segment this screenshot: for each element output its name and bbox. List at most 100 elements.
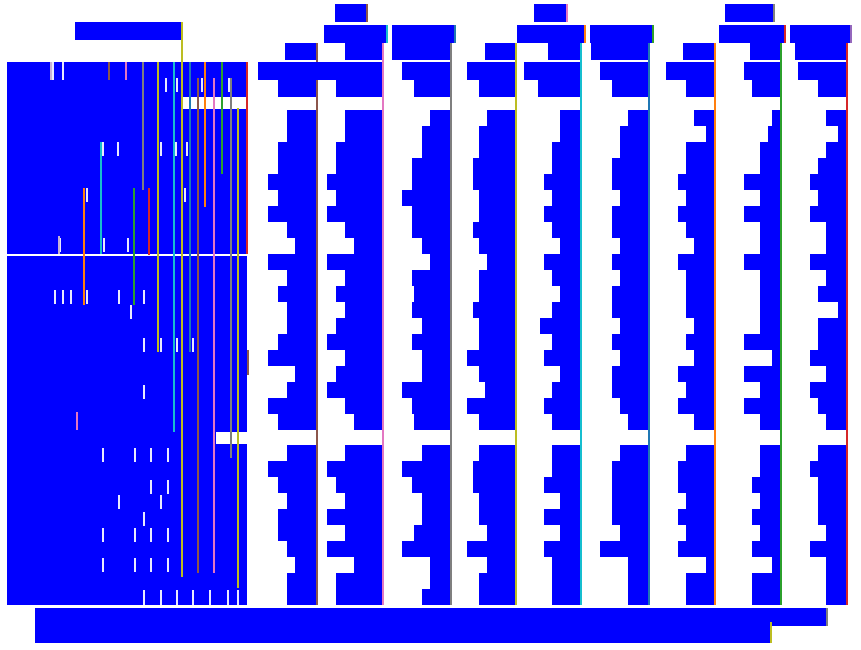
bar xyxy=(612,222,648,238)
bar xyxy=(336,286,382,302)
white-tick xyxy=(117,142,119,156)
bar xyxy=(826,573,846,589)
bar xyxy=(485,382,515,398)
bar xyxy=(430,110,450,126)
bar xyxy=(560,238,580,254)
bar xyxy=(327,334,382,350)
bar xyxy=(810,254,846,270)
white-tick xyxy=(160,590,162,605)
white-tick xyxy=(143,338,145,352)
bar xyxy=(744,334,780,350)
header-bar xyxy=(324,25,386,43)
bar xyxy=(345,270,382,286)
bar xyxy=(268,350,316,366)
bar xyxy=(473,461,515,477)
panel-line xyxy=(382,43,384,605)
group-header-bar xyxy=(335,4,366,22)
bar xyxy=(316,62,382,80)
bar xyxy=(487,525,515,541)
white-tick xyxy=(54,290,56,304)
bar xyxy=(479,126,515,142)
bar xyxy=(336,573,382,589)
white-tick xyxy=(102,528,104,542)
bar xyxy=(479,334,515,350)
bar xyxy=(422,238,450,254)
header-bar xyxy=(683,43,714,60)
bar xyxy=(278,414,316,430)
series-line xyxy=(100,142,102,254)
bar xyxy=(686,589,714,605)
bar xyxy=(612,286,648,302)
header-line xyxy=(386,25,388,43)
series-line xyxy=(83,188,85,305)
series-line xyxy=(173,62,175,432)
bar xyxy=(666,62,714,80)
bar xyxy=(479,190,515,206)
separator xyxy=(7,254,247,256)
bar xyxy=(345,126,382,142)
bar xyxy=(268,174,316,190)
series-line xyxy=(213,78,215,573)
white-tick xyxy=(62,62,64,80)
bar xyxy=(336,158,382,174)
bar xyxy=(798,62,846,80)
white-tick xyxy=(102,142,104,156)
bar xyxy=(422,445,450,461)
bar xyxy=(479,589,515,605)
bar xyxy=(278,80,316,97)
panel-line xyxy=(648,43,650,605)
bar xyxy=(620,126,648,142)
white-tick xyxy=(143,590,145,605)
bar xyxy=(287,270,316,286)
bar xyxy=(336,80,382,97)
bar xyxy=(268,461,316,477)
bar xyxy=(354,414,382,430)
bar xyxy=(287,493,316,509)
series-line xyxy=(142,62,144,190)
bar xyxy=(336,318,382,334)
bar xyxy=(422,493,450,509)
bar xyxy=(544,477,580,493)
bar xyxy=(760,222,780,238)
bar xyxy=(760,318,780,334)
bar xyxy=(336,477,382,493)
bar xyxy=(524,62,580,80)
bar xyxy=(278,190,316,206)
bar xyxy=(479,414,515,430)
bar xyxy=(327,206,382,222)
bar xyxy=(544,174,580,190)
bar xyxy=(479,270,515,286)
bar xyxy=(612,206,648,222)
bar xyxy=(694,238,714,254)
bar xyxy=(760,461,780,477)
bar xyxy=(768,126,780,142)
white-tick xyxy=(143,512,145,526)
bar xyxy=(430,254,450,270)
bar xyxy=(287,382,316,398)
bar xyxy=(473,174,515,190)
header-line xyxy=(784,25,786,43)
bar xyxy=(540,318,580,334)
bar xyxy=(295,366,316,382)
bar xyxy=(552,573,580,589)
bar xyxy=(278,477,316,493)
bar xyxy=(552,302,580,318)
series-line xyxy=(204,62,206,207)
bar xyxy=(744,62,780,80)
series-line xyxy=(181,22,183,577)
bar xyxy=(430,557,450,573)
white-tick xyxy=(62,290,64,304)
panel-line xyxy=(714,43,716,605)
bar xyxy=(612,334,648,350)
bar xyxy=(686,493,714,509)
bar xyxy=(818,190,846,206)
bar xyxy=(600,541,648,557)
bar xyxy=(752,541,780,557)
bar xyxy=(278,286,316,302)
header-bar xyxy=(750,43,780,60)
bar xyxy=(760,286,780,302)
bar xyxy=(628,110,648,126)
bar xyxy=(487,110,515,126)
bar xyxy=(826,525,846,541)
bar xyxy=(826,366,846,382)
